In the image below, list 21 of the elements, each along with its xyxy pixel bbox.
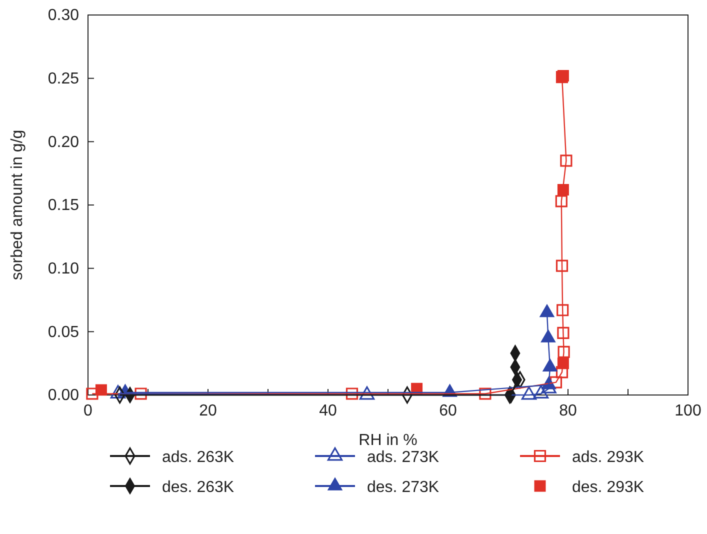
x-tick-label: 20 — [199, 402, 217, 420]
x-axis-title: RH in % — [358, 432, 418, 449]
y-tick-label: 0.25 — [48, 70, 80, 88]
legend-label: des. 293K — [572, 479, 644, 496]
y-tick-label: 0.15 — [48, 197, 80, 214]
x-tick-label: 100 — [674, 402, 702, 420]
x-tick-label: 60 — [439, 402, 457, 420]
y-tick-label: 0.30 — [48, 7, 80, 24]
legend-label: des. 273K — [367, 479, 440, 496]
text: 0.00 — [48, 387, 79, 404]
legend-label: des. 263K — [162, 479, 234, 496]
legend-label: ads. 273K — [367, 449, 440, 466]
legend-label: ads. 263K — [162, 449, 234, 466]
x-tick-label: 0 — [84, 402, 93, 420]
y-tick-label: 0.05 — [48, 324, 80, 341]
legend-label: ads. 293K — [572, 449, 644, 466]
y-tick-label: 0.10 — [48, 260, 80, 278]
x-tick-label: 80 — [559, 402, 577, 420]
y-tick-label: 0.20 — [48, 134, 80, 151]
y-axis-title: sorbed amount in g/g — [9, 130, 26, 280]
x-tick-label: 40 — [319, 402, 337, 420]
